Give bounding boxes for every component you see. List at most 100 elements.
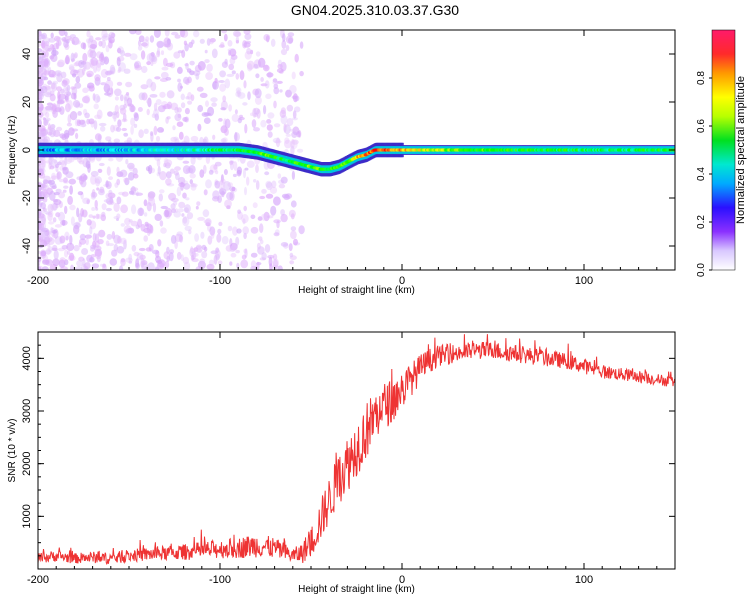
heatmap-speckle [165,77,172,81]
heatmap-speckle [246,160,255,168]
heatmap-speckle [94,199,98,209]
heatmap-speckle [174,233,183,242]
heatmap-speckle [64,249,69,258]
heatmap-speckle [106,70,114,74]
heatmap-speckle [151,54,158,65]
heatmap-speckle [63,177,68,183]
heatmap-speckle [280,107,286,115]
heatmap-speckle [70,92,77,100]
heatmap-speckle [66,250,71,255]
heatmap-speckle [218,118,223,122]
heatmap-speckle [275,137,281,148]
heatmap-speckle [163,57,168,67]
heatmap-speckle [253,127,260,132]
snr-series-line [38,334,675,566]
heatmap-speckle [216,233,222,243]
heatmap-speckle [294,106,301,113]
heatmap-speckle [231,70,236,75]
heatmap-speckle [214,77,218,84]
heatmap-speckle [135,191,139,197]
heatmap-speckle [40,202,46,210]
heatmap-speckle [93,103,99,110]
heatmap-speckle [41,188,48,197]
heatmap-speckle [73,244,80,252]
heatmap-speckle [173,136,179,141]
heatmap-speckle [82,67,86,76]
heatmap-speckle [71,58,76,62]
heatmap-speckle [123,132,129,137]
heatmap-speckle [109,258,118,266]
heatmap-speckle [294,95,300,102]
heatmap-speckle [116,218,119,221]
heatmap-speckle [261,213,268,221]
heatmap-speckle [287,32,295,37]
heatmap-speckle [191,182,195,187]
heatmap-speckle [56,126,63,132]
heatmap-speckle [192,70,201,76]
heatmap-speckle [140,50,146,60]
heatmap-speckle [50,227,54,233]
heatmap-speckle [243,80,247,89]
heatmap-speckle [56,172,60,181]
heatmap-speckle [235,39,239,44]
heatmap-speckle [270,38,276,48]
heatmap-speckle [206,63,213,72]
heatmap-speckle [285,133,291,137]
heatmap-speckle [146,108,150,116]
heatmap-speckle [168,252,174,262]
heatmap-speckle [201,244,207,250]
heatmap-speckle [247,63,253,72]
heatmap-speckle [128,219,133,223]
heatmap-speckle [54,163,60,168]
heatmap-speckle [166,116,171,120]
heatmap-speckle [182,256,190,265]
heatmap-speckle [123,68,131,74]
heatmap-speckle [46,230,51,237]
heatmap-content [38,30,675,270]
heatmap-speckle [244,167,249,171]
heatmap-speckle [84,112,90,119]
heatmap-speckle [157,46,160,56]
heatmap-speckle [63,129,70,140]
heatmap-speckle [183,135,190,145]
heatmap-speckle [105,79,114,89]
heatmap-speckle [78,175,84,185]
heatmap-speckle [298,225,305,235]
heatmap-speckle [46,105,50,110]
heatmap-speckle [272,258,280,268]
heatmap-speckle [51,82,57,92]
heatmap-speckle [204,59,210,64]
heatmap-speckle [194,233,200,242]
heatmap-speckle [69,111,78,121]
heatmap-speckle [219,70,227,78]
heatmap-speckle [170,102,179,111]
heatmap-speckle [105,192,113,200]
heatmap-speckle [81,248,89,255]
heatmap-speckle [180,254,184,261]
heatmap-speckle [107,192,116,199]
heatmap-speckle [89,226,93,235]
heatmap-speckle [229,245,236,253]
heatmap-speckle [280,213,288,223]
heatmap-speckle [137,207,145,217]
heatmap-speckle [69,34,76,39]
heatmap-speckle [73,224,80,235]
heatmap-speckle [125,159,129,165]
heatmap-speckle [120,223,126,227]
heatmap-speckle [156,40,165,48]
heatmap-speckle [71,73,77,78]
heatmap-speckle [45,160,51,164]
heatmap-ytick-label: -20 [21,190,33,206]
heatmap-speckle [130,220,139,227]
heatmap-speckle [87,49,94,58]
heatmap-speckle [220,42,225,48]
heatmap-speckle [95,178,101,187]
heatmap-speckle [235,36,240,44]
heatmap-speckle [147,191,156,199]
heatmap-speckle [43,175,51,182]
colorbar-tick-label: 0.4 [696,167,707,181]
heatmap-speckle [199,92,208,98]
heatmap-speckle [202,209,210,218]
line-ytick-label: 2000 [21,451,33,475]
heatmap-speckle [42,117,46,121]
